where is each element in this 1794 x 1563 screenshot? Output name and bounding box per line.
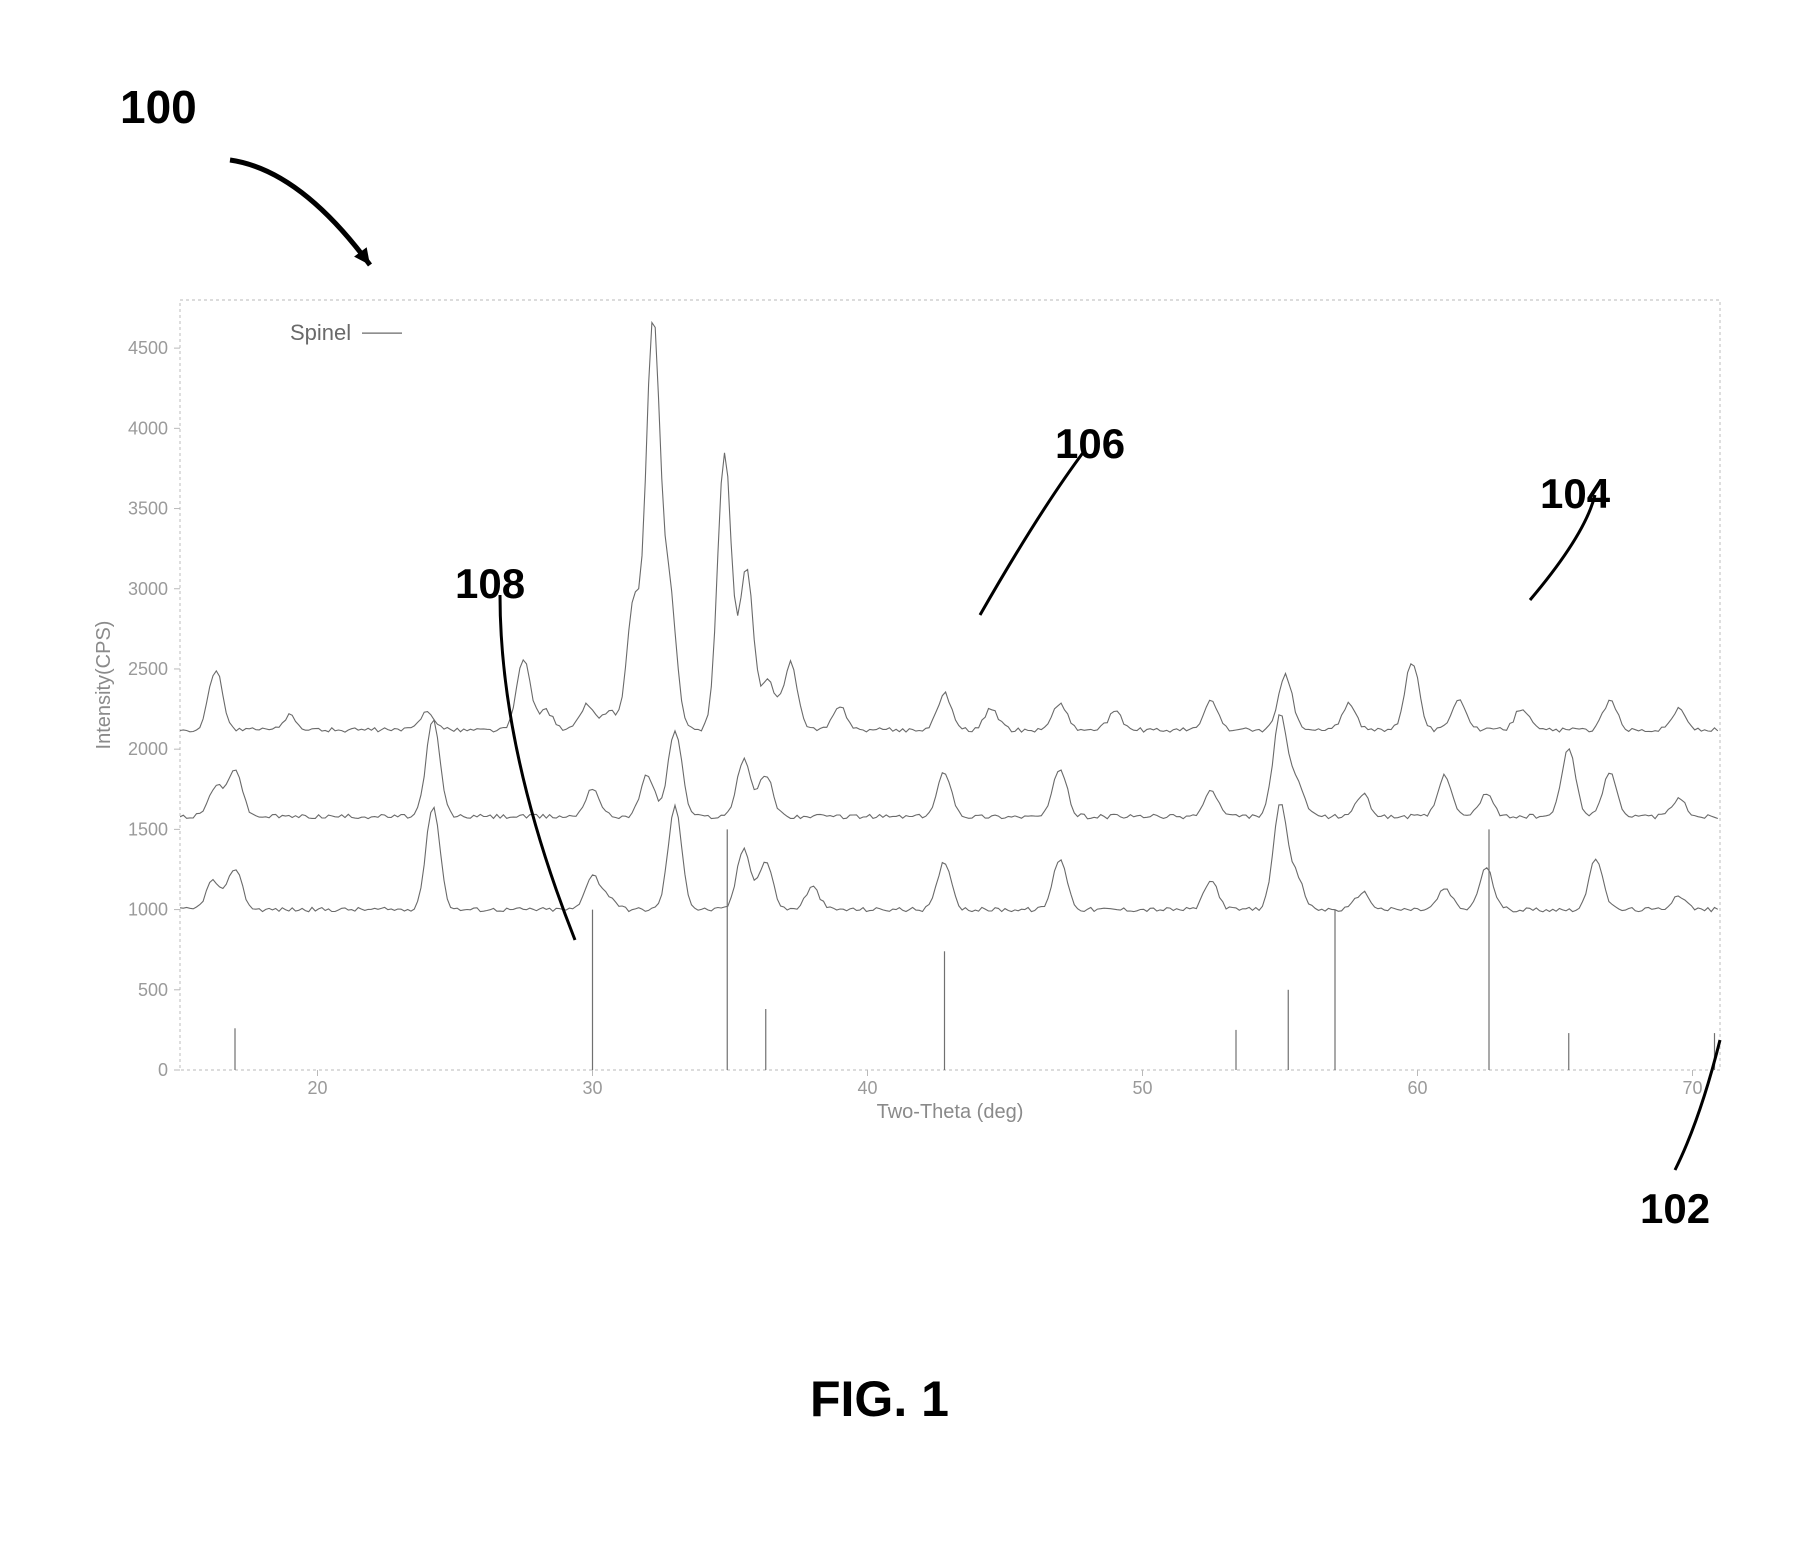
svg-text:3000: 3000 <box>128 579 168 599</box>
figure-caption: FIG. 1 <box>810 1370 949 1428</box>
svg-text:Spinel: Spinel <box>290 320 351 345</box>
svg-text:2500: 2500 <box>128 659 168 679</box>
svg-text:40: 40 <box>857 1078 877 1098</box>
trace-104 <box>180 715 1718 819</box>
svg-text:500: 500 <box>138 980 168 1000</box>
svg-text:Two-Theta (deg): Two-Theta (deg) <box>877 1101 1024 1123</box>
svg-text:3500: 3500 <box>128 499 168 519</box>
callout-label-102: 102 <box>1640 1185 1710 1233</box>
figure-stage: 100 050010001500200025003000350040004500… <box>0 0 1794 1563</box>
callout-label-108: 108 <box>455 560 525 608</box>
trace-102 <box>180 805 1718 912</box>
svg-text:0: 0 <box>158 1060 168 1080</box>
svg-text:70: 70 <box>1682 1078 1702 1098</box>
svg-text:1500: 1500 <box>128 819 168 839</box>
callout-label-104: 104 <box>1540 470 1610 518</box>
chart-svg: 0 500 1000 1500 2000 2500 3000 3500 4000 4500 20 30… <box>0 0 1794 1563</box>
svg-text:30: 30 <box>582 1078 602 1098</box>
svg-text:2000: 2000 <box>128 739 168 759</box>
svg-text:50: 50 <box>1132 1078 1152 1098</box>
svg-text:60: 60 <box>1407 1078 1427 1098</box>
svg-text:20: 20 <box>307 1078 327 1098</box>
svg-text:4000: 4000 <box>128 418 168 438</box>
svg-text:4500: 4500 <box>128 338 168 358</box>
trace-106 <box>180 323 1718 733</box>
callout-label-106: 106 <box>1055 420 1125 468</box>
svg-text:1000: 1000 <box>128 900 168 920</box>
svg-text:Intensity(CPS): Intensity(CPS) <box>93 621 115 750</box>
